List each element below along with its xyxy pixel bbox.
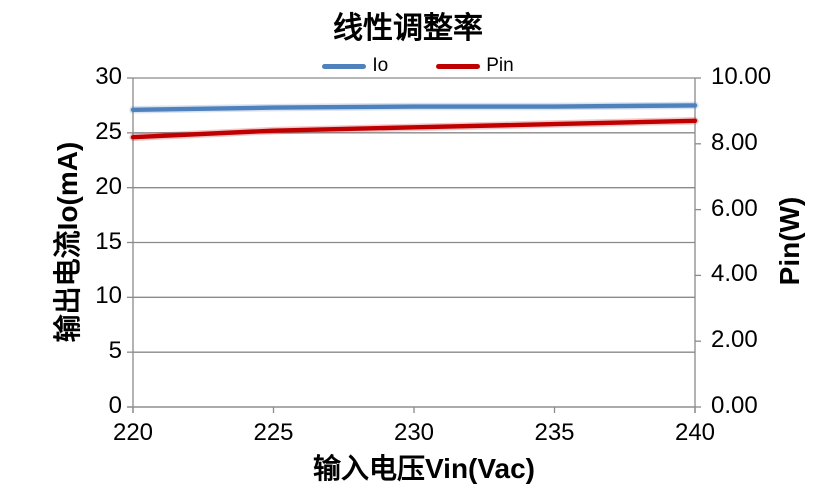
chart-title: 线性调整率 <box>333 11 483 46</box>
x-axis-tick-label: 240 <box>674 419 716 446</box>
y-axis-left-tick-label: 0 <box>108 391 122 419</box>
y-axis-right-tick-label: 8.00 <box>711 128 758 156</box>
legend: Io Pin <box>0 55 825 77</box>
y-axis-right-tick-label: 10.00 <box>711 62 772 90</box>
y-axis-right-tick-label: 0.00 <box>711 391 758 419</box>
x-axis-title: 输入电压Vin(Vac) <box>313 453 535 484</box>
legend-swatch-io <box>322 63 367 69</box>
y-axis-title-right: Pin(W) <box>774 196 805 286</box>
y-axis-right-tick-label: 2.00 <box>711 326 758 354</box>
series-line-pin <box>130 118 698 140</box>
legend-swatch-pin <box>436 63 481 69</box>
y-axis-right-tick-label: 6.00 <box>711 194 758 222</box>
series-line-io <box>130 103 698 113</box>
legend-label-io: Io <box>372 55 389 76</box>
legend-item-pin: Pin <box>436 55 514 76</box>
y-axis-title-left: 输出电流Io(mA) <box>52 141 83 343</box>
y-axis-left-tick-label: 5 <box>108 337 122 365</box>
y-axis-left-tick-label: 30 <box>95 62 122 90</box>
legend-item-io: Io <box>322 56 388 76</box>
x-axis-tick-label: 225 <box>253 419 294 446</box>
y-axis-right-tick-label: 4.00 <box>711 260 758 288</box>
x-axis-tick-label: 230 <box>393 419 435 446</box>
legend-label-pin: Pin <box>486 55 514 76</box>
x-axis-tick-label: 220 <box>112 419 154 446</box>
y-axis-left-tick-label: 15 <box>95 227 122 255</box>
y-axis-left-tick-label: 20 <box>95 172 122 200</box>
x-axis-tick-label: 235 <box>534 419 575 446</box>
y-axis-left-tick-label: 25 <box>95 117 122 145</box>
y-axis-left-tick-label: 10 <box>95 282 122 310</box>
